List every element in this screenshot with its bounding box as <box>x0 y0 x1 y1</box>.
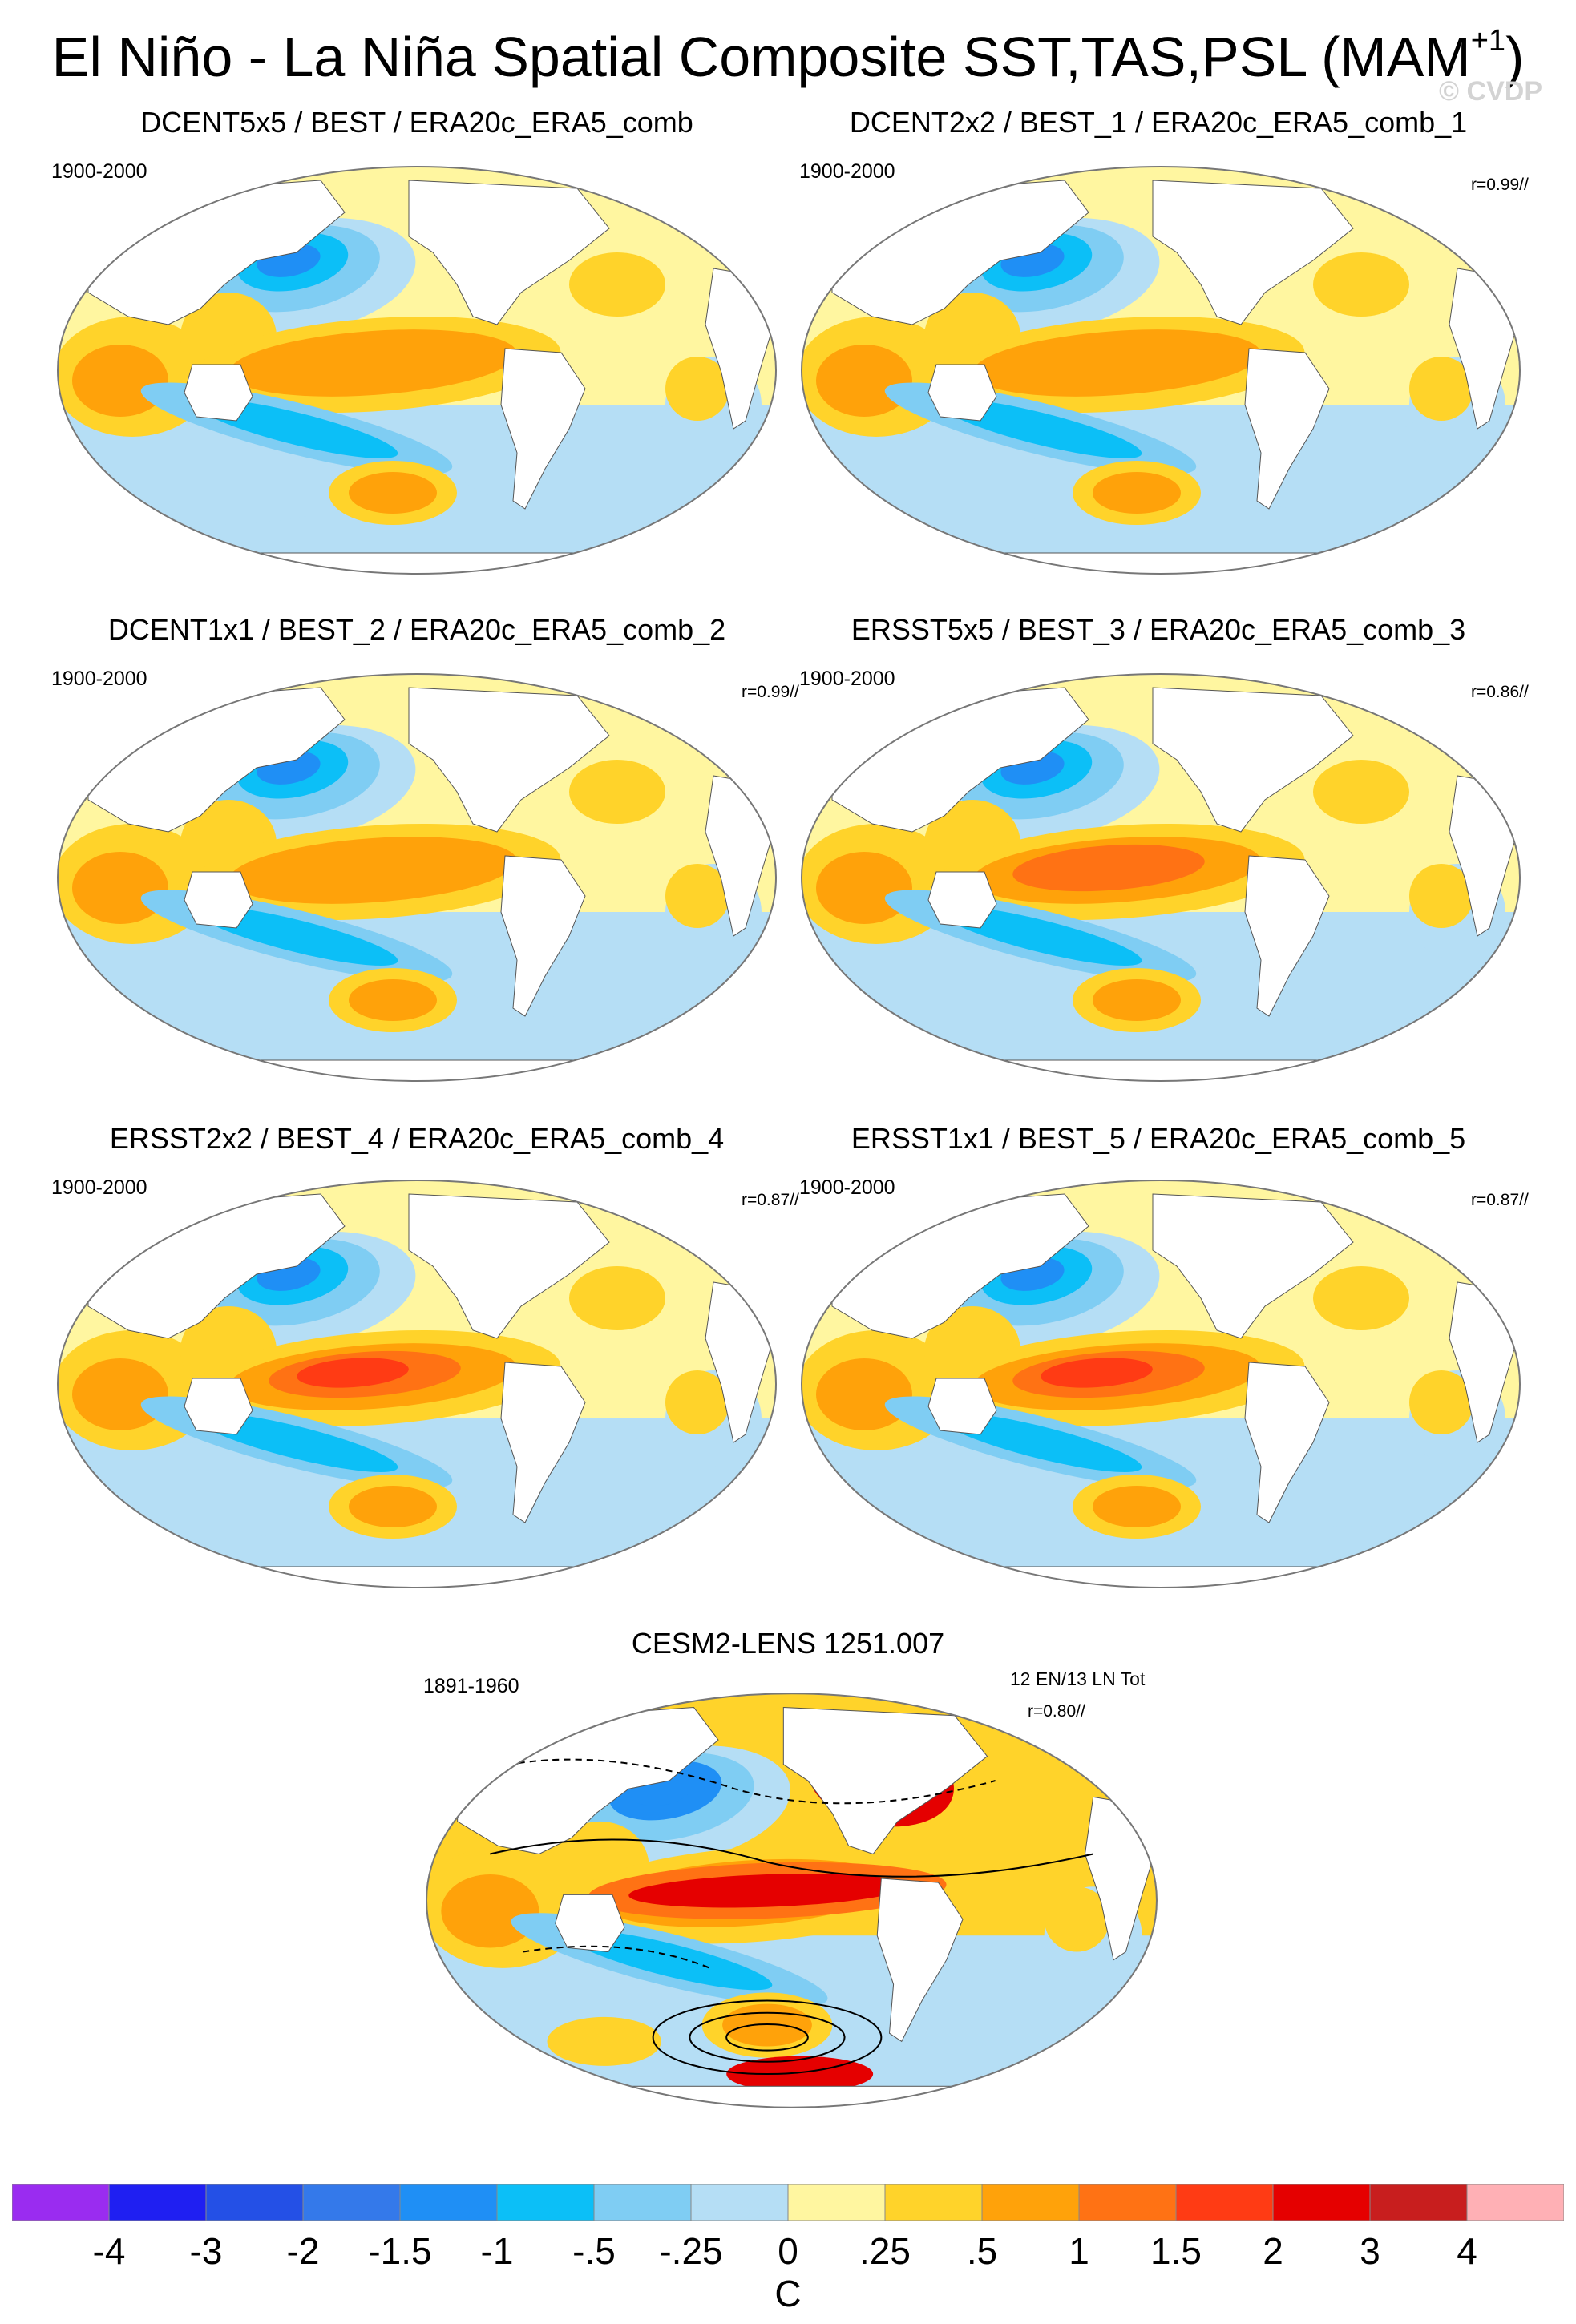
enso-composite-map-1 <box>57 166 777 575</box>
panel-title-3: DCENT1x1 / BEST_2 / ERA20c_ERA5_comb_2 <box>107 613 726 646</box>
panel-title-7: CESM2-LENS 1251.007 <box>631 1627 945 1660</box>
colorbar <box>12 2184 1564 2221</box>
colorbar-tick-label: .5 <box>966 2230 998 2272</box>
period-label-5: 1900-2000 <box>51 1176 147 1199</box>
colorbar-tick-label: 2 <box>1263 2230 1283 2272</box>
enso-composite-map-5 <box>57 1180 777 1588</box>
colorbar-tick-label: .25 <box>859 2230 911 2272</box>
colorbar-tick-label: 1 <box>1069 2230 1089 2272</box>
colorbar-tick-label: 1.5 <box>1150 2230 1202 2272</box>
map-field <box>58 1180 776 1588</box>
colorbar-tick-label: 4 <box>1457 2230 1477 2272</box>
enso-composite-map-2 <box>801 166 1521 575</box>
colorbar-swatch-2 <box>205 2184 304 2221</box>
panel-title-4: ERSST5x5 / BEST_3 / ERA20c_ERA5_comb_3 <box>851 613 1466 646</box>
correlation-label-6: r=0.87// <box>1471 1191 1529 1209</box>
period-label-2: 1900-2000 <box>799 160 895 183</box>
colorbar-tick-label: -.5 <box>572 2230 616 2272</box>
colorbar-tick-label: -2 <box>286 2230 320 2272</box>
enso-composite-map-7 <box>426 1693 1158 2108</box>
colorbar-tick-label: 0 <box>778 2230 798 2272</box>
colorbar-swatch-9 <box>884 2184 983 2221</box>
colorbar-swatch-8 <box>787 2184 886 2221</box>
period-label-4: 1900-2000 <box>799 668 895 690</box>
colorbar-tick-label: -1 <box>480 2230 514 2272</box>
correlation-label-2: r=0.99// <box>1471 176 1529 194</box>
colorbar-tick-label: 3 <box>1360 2230 1380 2272</box>
correlation-label-5: r=0.87// <box>742 1191 799 1209</box>
colorbar-swatch-10 <box>981 2184 1080 2221</box>
colorbar-swatch-15 <box>1466 2184 1564 2221</box>
map-field <box>58 167 776 574</box>
colorbar-tick-label: -3 <box>189 2230 223 2272</box>
figure-title: El Niño - La Niña Spatial Composite SST,… <box>51 24 1525 88</box>
enso-composite-map-4 <box>801 673 1521 1082</box>
correlation-label-3: r=0.99// <box>742 683 799 701</box>
correlation-label-4: r=0.86// <box>1471 683 1529 701</box>
correlation-label-7: r=0.80// <box>1028 1702 1085 1721</box>
colorbar-swatch-3 <box>302 2184 401 2221</box>
period-label-6: 1900-2000 <box>799 1176 895 1199</box>
colorbar-swatch-6 <box>593 2184 692 2221</box>
enso-composite-map-6 <box>801 1180 1521 1588</box>
map-field <box>802 167 1520 574</box>
colorbar-swatch-13 <box>1272 2184 1371 2221</box>
colorbar-swatch-14 <box>1369 2184 1468 2221</box>
panel-title-1: DCENT5x5 / BEST / ERA20c_ERA5_comb <box>140 106 693 139</box>
panel-title-2: DCENT2x2 / BEST_1 / ERA20c_ERA5_comb_1 <box>849 106 1468 139</box>
period-label-7: 1891-1960 <box>423 1675 519 1697</box>
colorbar-swatch-11 <box>1078 2184 1177 2221</box>
colorbar-tick-label: -1.5 <box>368 2230 432 2272</box>
colorbar-swatch-1 <box>108 2184 207 2221</box>
period-label-1: 1900-2000 <box>51 160 147 183</box>
colorbar-tick-label: -4 <box>92 2230 126 2272</box>
colorbar-swatch-7 <box>690 2184 789 2221</box>
map-field <box>802 674 1520 1081</box>
colorbar-tick-label: -.25 <box>659 2230 723 2272</box>
colorbar-swatch-4 <box>399 2184 498 2221</box>
cvdp-watermark: © CVDP <box>1439 76 1542 107</box>
colorbar-swatch-0 <box>12 2184 110 2221</box>
panel-title-5: ERSST2x2 / BEST_4 / ERA20c_ERA5_comb_4 <box>109 1122 725 1155</box>
panel-title-6: ERSST1x1 / BEST_5 / ERA20c_ERA5_comb_5 <box>851 1122 1466 1155</box>
event-count-label: 12 EN/13 LN Tot <box>1010 1668 1146 1689</box>
enso-composite-map-3 <box>57 673 777 1082</box>
colorbar-swatch-12 <box>1175 2184 1274 2221</box>
period-label-3: 1900-2000 <box>51 668 147 690</box>
colorbar-units: C <box>774 2273 802 2314</box>
colorbar-swatch-5 <box>496 2184 595 2221</box>
